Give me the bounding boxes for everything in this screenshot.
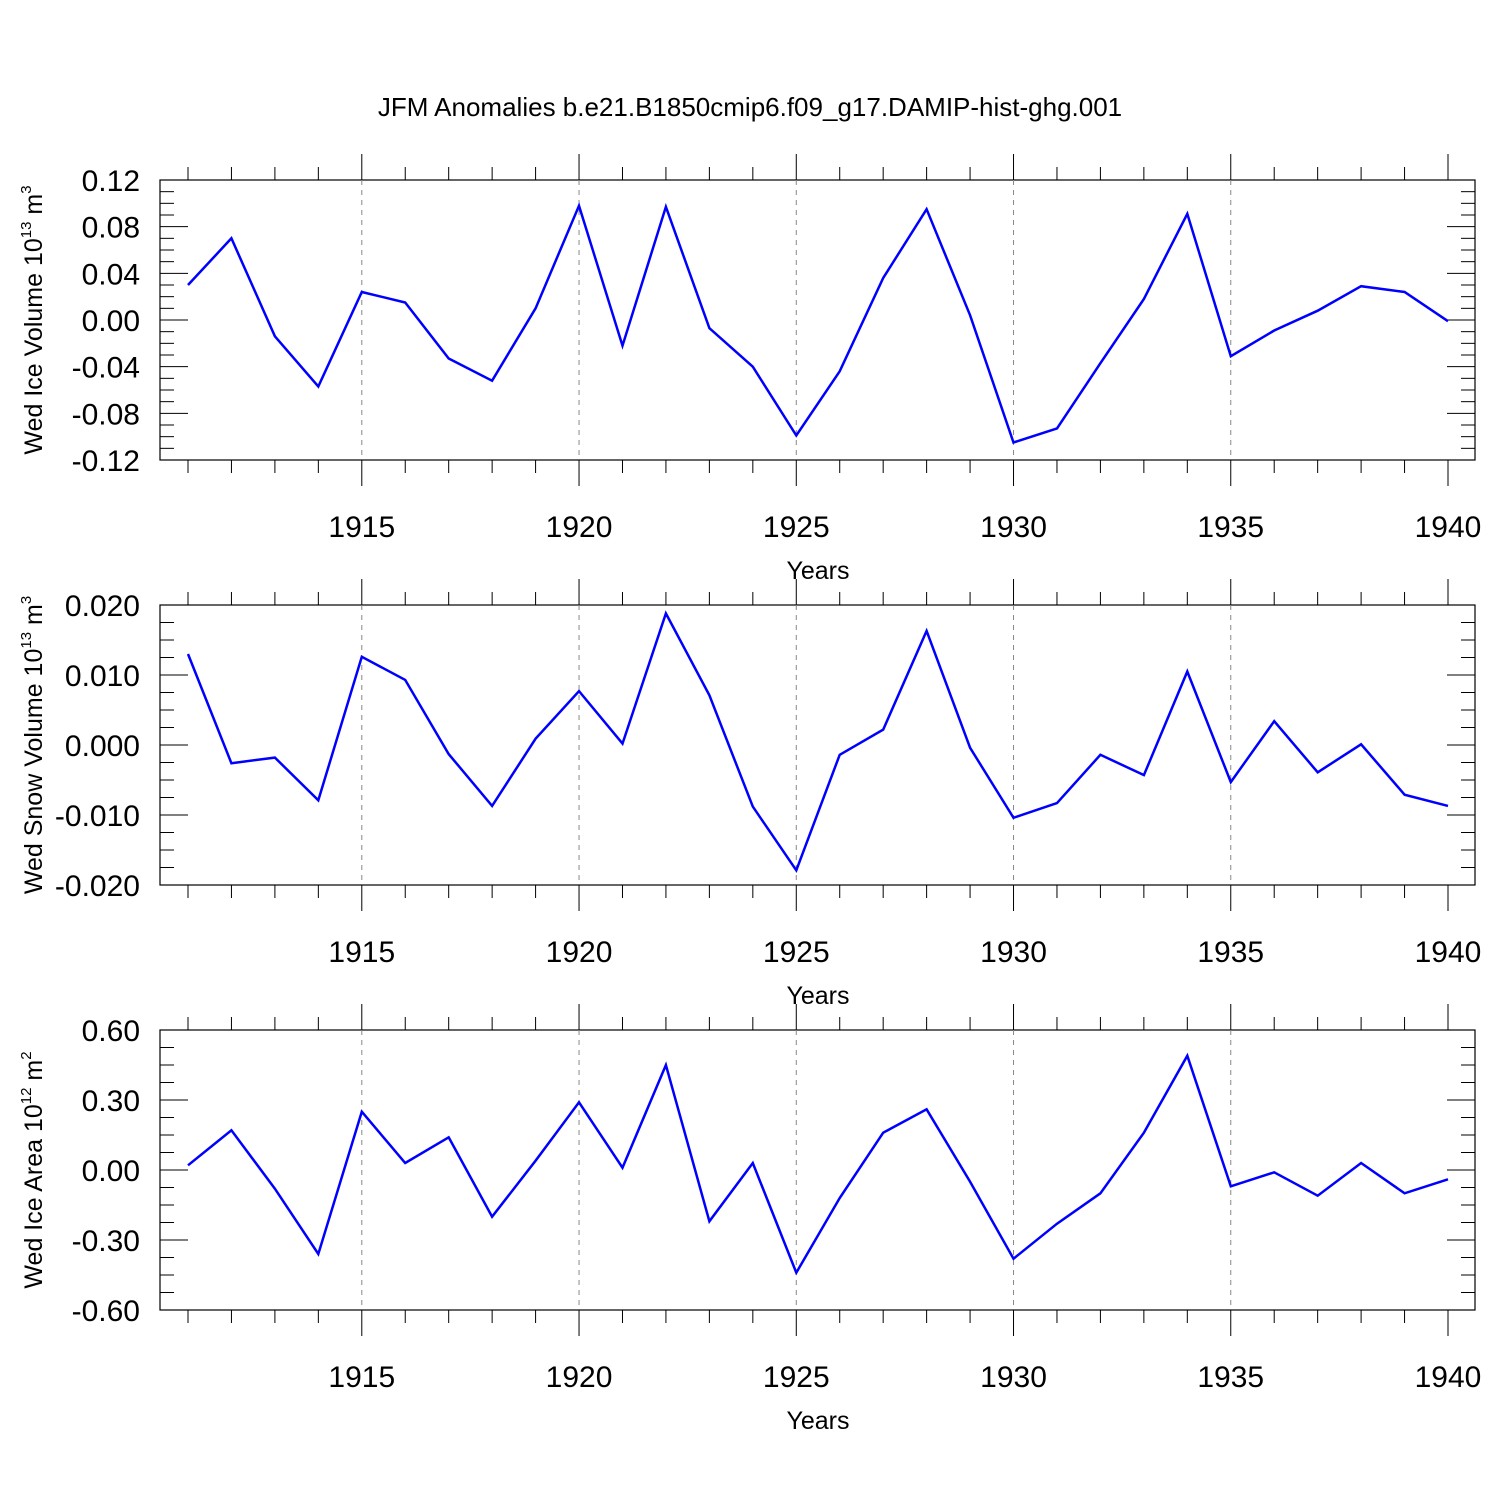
- y-tick-label: -0.60: [72, 1295, 140, 1328]
- y-tick-label: 0.12: [82, 165, 140, 198]
- x-tick-label: 1940: [1415, 511, 1482, 544]
- y-axis-label-text: Wed Ice Area 10: [20, 1104, 48, 1288]
- x-tick-label: 1920: [546, 511, 613, 544]
- x-tick-label: 1915: [328, 936, 395, 969]
- y-axis-label-text: Wed Ice Volume 10: [20, 238, 48, 454]
- y-tick-label: -0.08: [72, 398, 140, 431]
- y-tick-label: 0.000: [65, 730, 140, 763]
- y-axis-label-unit: m: [20, 604, 48, 632]
- y-axis-label: Wed Snow Volume 1013 m3: [18, 596, 48, 894]
- y-tick-label: -0.30: [72, 1225, 140, 1258]
- y-axis-label: Wed Ice Area 1012 m2: [18, 1051, 48, 1288]
- y-axis-label-exponent: 12: [18, 1088, 35, 1105]
- x-tick-label: 1925: [763, 1361, 830, 1394]
- x-axis-label: Years: [786, 982, 849, 1010]
- y-tick-label: -0.04: [72, 352, 140, 385]
- y-axis-label-unit-exponent: 2: [18, 1051, 35, 1059]
- y-tick-label: 0.020: [65, 590, 140, 623]
- y-axis-label-unit-exponent: 3: [18, 185, 35, 193]
- x-tick-label: 1930: [980, 936, 1047, 969]
- y-tick-label: -0.010: [55, 800, 140, 833]
- y-axis-label-unit-exponent: 3: [18, 596, 35, 604]
- x-tick-label: 1915: [328, 511, 395, 544]
- x-tick-label: 1935: [1197, 1361, 1264, 1394]
- series-line: [187, 202, 1449, 445]
- y-axis-label-unit: m: [20, 1060, 48, 1088]
- panel-1: 0.12 0.08 0.04 0.00 -0.04 -0.08 -0.12 1915 1920 1…: [18, 154, 1481, 585]
- x-axis-label: Years: [786, 1407, 849, 1435]
- y-tick-label: 0.60: [82, 1015, 140, 1048]
- y-axis-label-exponent: 13: [18, 632, 35, 649]
- x-tick-label: 1935: [1197, 511, 1264, 544]
- chart-title: JFM Anomalies b.e21.B1850cmip6.f09_g17.D…: [378, 92, 1122, 122]
- series-line: [186, 610, 1449, 873]
- plot-frame: [159, 179, 1476, 461]
- y-tick-label: 0.04: [82, 258, 140, 291]
- y-axis-label-unit: m: [20, 194, 48, 222]
- y-axis-label-text: Wed Snow Volume 10: [20, 649, 48, 895]
- y-tick-label: 0.00: [82, 305, 140, 338]
- y-tick-label: -0.12: [72, 445, 140, 478]
- x-tick-label: 1925: [763, 511, 830, 544]
- y-axis-label: Wed Ice Volume 1013 m3: [18, 185, 48, 454]
- panel-3: 0.60 0.30 0.00 -0.30 -0.60 1915 1920 1925 1930 19…: [18, 1004, 1481, 1435]
- y-tick-label: -0.020: [55, 870, 140, 903]
- y-axis-label-exponent: 13: [18, 222, 35, 239]
- x-axis-label: Years: [786, 557, 849, 585]
- x-tick-label: 1930: [980, 1361, 1047, 1394]
- y-tick-label: 0.00: [82, 1155, 140, 1188]
- panel-2: 0.020 0.010 0.000 -0.010 -0.020 1915 1920 1925 1…: [18, 579, 1481, 1010]
- x-tick-label: 1925: [763, 936, 830, 969]
- x-tick-label: 1915: [328, 1361, 395, 1394]
- y-tick-label: 0.010: [65, 660, 140, 693]
- y-tick-label: 0.08: [82, 212, 140, 245]
- x-tick-label: 1930: [980, 511, 1047, 544]
- x-tick-label: 1940: [1415, 1361, 1482, 1394]
- x-tick-label: 1940: [1415, 936, 1482, 969]
- y-tick-label: 0.30: [82, 1085, 140, 1118]
- x-tick-label: 1935: [1197, 936, 1264, 969]
- plot-frame: [159, 1029, 1476, 1311]
- series-line: [187, 1052, 1449, 1276]
- x-tick-label: 1920: [546, 936, 613, 969]
- plot-frame: [159, 604, 1476, 886]
- x-tick-label: 1920: [546, 1361, 613, 1394]
